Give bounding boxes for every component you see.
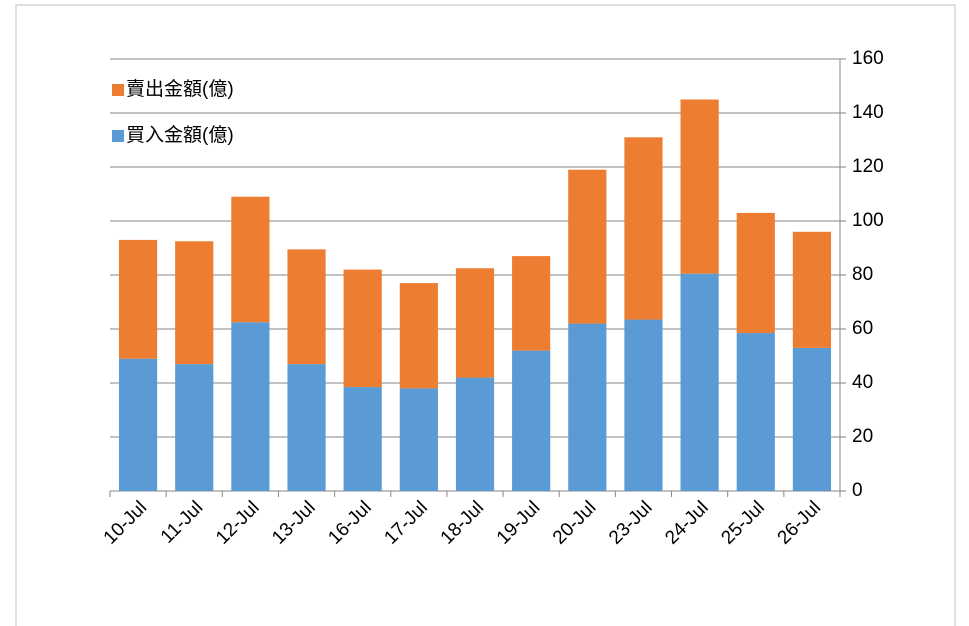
legend-label: 買入金額(億)	[126, 124, 234, 146]
bar-segment	[624, 319, 663, 491]
bar-segment	[680, 273, 719, 491]
bar-segment	[792, 347, 832, 491]
bar-segment	[512, 350, 551, 491]
bar-segment	[343, 269, 382, 388]
bar-segment	[287, 364, 326, 491]
y-tick-label: 80	[852, 264, 873, 285]
bar-segment	[175, 241, 214, 365]
y-tick-label: 60	[852, 318, 873, 339]
bar-segment	[231, 196, 270, 323]
bar-segment	[624, 137, 663, 320]
y-tick-label: 140	[852, 102, 884, 123]
bar-segment	[736, 333, 775, 491]
bar-segment	[175, 364, 214, 491]
legend-swatch	[112, 130, 124, 142]
bar-segment	[568, 323, 607, 491]
y-tick-label: 100	[852, 210, 884, 231]
bar-segment	[287, 249, 326, 365]
bar-segment	[399, 283, 438, 389]
y-tick-label: 160	[852, 48, 884, 69]
bar-segment	[736, 212, 775, 334]
bar-segment	[512, 256, 551, 351]
legend-label: 賣出金額(億)	[126, 78, 234, 100]
bar-segment	[568, 169, 607, 324]
y-tick-label: 0	[852, 480, 863, 501]
bar-segment	[118, 358, 158, 491]
bar-segment	[118, 239, 158, 359]
bar-segment	[399, 388, 438, 491]
y-tick-label: 40	[852, 372, 873, 393]
bar-segment	[455, 268, 495, 378]
bar-segment	[792, 231, 832, 348]
bar-segment	[343, 387, 382, 491]
y-tick-label: 120	[852, 156, 884, 177]
bar-segment	[680, 99, 719, 274]
bar-segment	[455, 377, 495, 491]
bar-segment	[231, 322, 270, 491]
y-tick-label: 20	[852, 426, 873, 447]
legend-swatch	[112, 84, 124, 96]
